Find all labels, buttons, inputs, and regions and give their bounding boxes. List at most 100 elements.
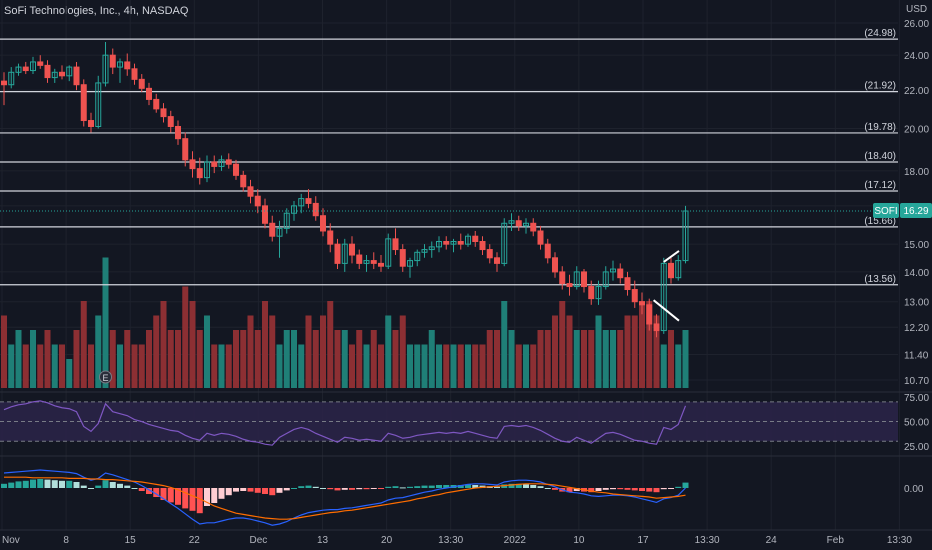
macd-histogram-bar bbox=[167, 488, 174, 503]
macd-histogram-bar bbox=[653, 488, 660, 493]
candle-body bbox=[552, 257, 558, 273]
candle-body bbox=[334, 243, 341, 264]
volume-bar bbox=[523, 344, 529, 388]
volume-bar bbox=[486, 330, 493, 388]
candle-body bbox=[59, 71, 65, 77]
volume-bar bbox=[262, 301, 268, 388]
candle-body bbox=[414, 251, 421, 262]
volume-bar bbox=[399, 315, 406, 388]
volume-bar bbox=[182, 286, 189, 388]
macd-histogram-bar bbox=[472, 485, 479, 488]
candle-body bbox=[291, 205, 297, 214]
price-axis-tick: 14.00 bbox=[904, 268, 929, 279]
volume-bar bbox=[407, 344, 413, 388]
macd-histogram-bar bbox=[247, 488, 254, 492]
candle-body bbox=[153, 98, 160, 110]
volume-bar bbox=[233, 330, 239, 388]
volume-bar bbox=[276, 344, 283, 388]
trendline bbox=[663, 250, 680, 263]
volume-bar bbox=[602, 330, 609, 388]
candle-body bbox=[566, 283, 573, 288]
symbol-badge bbox=[873, 202, 899, 218]
candle-body bbox=[102, 54, 109, 84]
macd-histogram-bar bbox=[88, 488, 94, 489]
candle-body bbox=[44, 64, 51, 79]
last-price-badge bbox=[900, 202, 932, 218]
candle-body bbox=[305, 198, 312, 204]
volume-bar bbox=[22, 344, 29, 388]
macd-histogram-bar bbox=[312, 486, 319, 488]
macd-histogram-bar bbox=[66, 480, 73, 488]
candle-body bbox=[211, 161, 218, 167]
macd-histogram-bar bbox=[182, 488, 189, 509]
macd-histogram-bar bbox=[610, 488, 616, 490]
volume-bar bbox=[95, 315, 102, 388]
candle-body bbox=[356, 254, 363, 264]
volume-bar bbox=[414, 344, 421, 388]
macd-histogram-bar bbox=[508, 483, 515, 488]
volume-bar bbox=[660, 344, 667, 388]
volume-bar bbox=[15, 330, 22, 388]
macd-histogram-bar bbox=[254, 488, 261, 493]
macd-histogram-bar bbox=[407, 486, 413, 488]
last-price-value: 16.29 bbox=[903, 206, 928, 217]
candle-body bbox=[631, 289, 638, 303]
symbol-badge-label: SOFI bbox=[874, 206, 897, 217]
macd-histogram-bar bbox=[378, 488, 384, 489]
earnings-icon-label: E bbox=[102, 373, 108, 383]
volume-bar bbox=[436, 344, 442, 388]
macd-histogram-bar bbox=[131, 488, 138, 489]
candle-body bbox=[327, 230, 334, 245]
time-axis-tick: 15 bbox=[125, 535, 137, 546]
volume-bar bbox=[501, 301, 508, 388]
volume-bar bbox=[312, 330, 319, 388]
candle-body bbox=[407, 260, 413, 267]
volume-bar bbox=[544, 330, 551, 388]
candle-body bbox=[443, 240, 450, 245]
candle-body bbox=[22, 66, 29, 72]
macd-histogram-bar bbox=[646, 488, 653, 492]
candle-body bbox=[436, 240, 442, 248]
volume-bar bbox=[653, 315, 660, 388]
candle-body bbox=[573, 271, 580, 288]
price-axis-tick: 18.00 bbox=[904, 167, 929, 178]
volume-bar bbox=[327, 301, 334, 388]
level-label: (13.56) bbox=[864, 274, 896, 285]
candle-body bbox=[225, 159, 232, 165]
price-axis-tick: 24.00 bbox=[904, 51, 929, 62]
volume-bar bbox=[80, 301, 87, 388]
candle-body bbox=[218, 159, 225, 167]
volume-bar bbox=[247, 315, 254, 388]
volume-bar bbox=[639, 301, 645, 388]
candle-body bbox=[73, 66, 80, 86]
candle-body bbox=[494, 257, 500, 264]
volume-bar bbox=[494, 330, 500, 388]
volume-bar bbox=[385, 315, 392, 388]
candle-body bbox=[385, 238, 392, 267]
macd-histogram-bar bbox=[530, 485, 537, 488]
volume-bar bbox=[138, 344, 145, 388]
time-axis-tick: 20 bbox=[381, 535, 393, 546]
volume-bar bbox=[73, 330, 80, 388]
macd-histogram-bar bbox=[102, 480, 109, 488]
time-axis-tick: Dec bbox=[250, 535, 268, 546]
candle-body bbox=[146, 87, 152, 100]
candle-body bbox=[298, 198, 305, 207]
macd-histogram-bar bbox=[457, 485, 464, 488]
macd-histogram-bar bbox=[269, 488, 276, 496]
macd-histogram-bar bbox=[668, 488, 674, 489]
macd-histogram-bar bbox=[291, 488, 297, 489]
earnings-icon bbox=[99, 370, 112, 384]
candle-body bbox=[588, 286, 595, 300]
macd-histogram-bar bbox=[624, 488, 631, 490]
candle-body bbox=[465, 235, 471, 245]
volume-bar bbox=[225, 344, 232, 388]
volume-bar bbox=[450, 344, 457, 388]
macd-histogram-bar bbox=[124, 485, 131, 488]
candle-body bbox=[378, 262, 384, 267]
candle-body bbox=[51, 71, 58, 79]
candle-body bbox=[80, 84, 87, 122]
macd-histogram-bar bbox=[639, 488, 645, 491]
volume-bar bbox=[8, 344, 15, 388]
